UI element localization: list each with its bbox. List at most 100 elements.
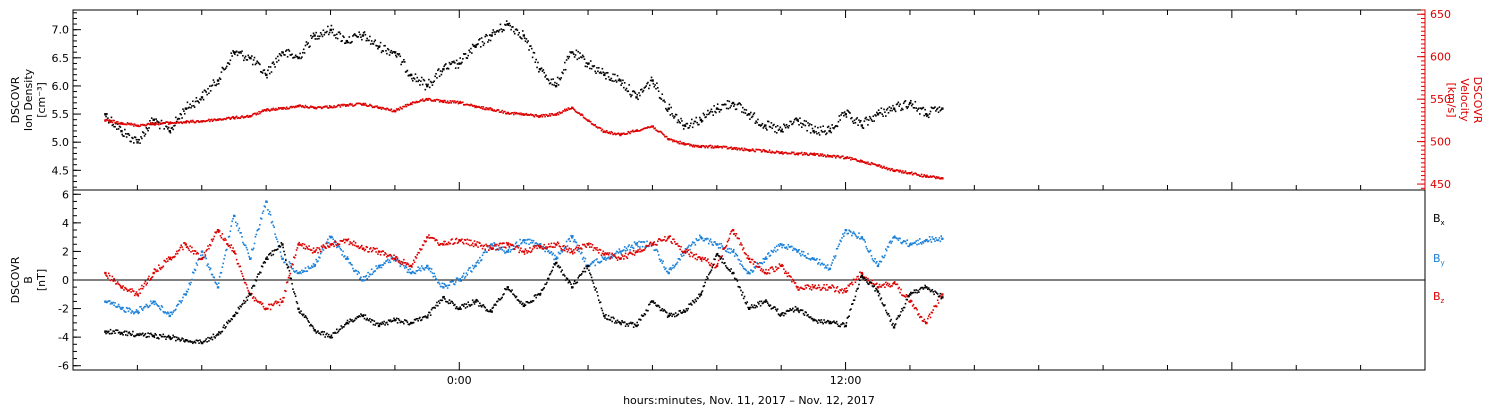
by-series-sample bbox=[716, 243, 719, 246]
bx-series-sample bbox=[864, 279, 867, 282]
velocity-series-sample bbox=[675, 140, 678, 142]
velocity-series-sample bbox=[896, 169, 899, 171]
bz-series-sample bbox=[647, 245, 649, 247]
ion-density-series-sample bbox=[226, 62, 229, 64]
bx-series-sample bbox=[932, 291, 935, 293]
by-series-sample bbox=[518, 244, 520, 247]
bz-series-sample bbox=[175, 253, 177, 255]
velocity-series-sample bbox=[679, 140, 681, 143]
bx-series-sample bbox=[722, 258, 724, 260]
ion-density-series-sample bbox=[504, 24, 507, 26]
bz-series-sample bbox=[553, 242, 555, 245]
bx-series-sample bbox=[174, 336, 176, 338]
bx-series-sample bbox=[369, 317, 371, 320]
bx-series-sample bbox=[462, 303, 464, 306]
bx-series-sample bbox=[759, 304, 762, 307]
bz-series-sample bbox=[754, 261, 757, 263]
bx-series-sample bbox=[513, 295, 516, 297]
ion-density-series-sample bbox=[756, 121, 758, 124]
bx-series-sample bbox=[564, 279, 567, 281]
velocity-series-sample bbox=[574, 110, 577, 113]
bx-series-sample bbox=[389, 319, 392, 321]
ion-density-series-sample bbox=[253, 56, 256, 59]
velocity-series-sample bbox=[160, 122, 163, 125]
bx-series-sample bbox=[631, 321, 634, 324]
velocity-series-sample bbox=[220, 119, 223, 121]
bx-series-sample bbox=[301, 313, 303, 316]
velocity-series-sample bbox=[518, 112, 520, 115]
velocity-series-sample bbox=[468, 104, 470, 106]
by-series-sample bbox=[384, 262, 386, 265]
bz-series-point bbox=[538, 246, 542, 249]
velocity-series-sample bbox=[848, 157, 850, 159]
by-series-sample bbox=[889, 240, 892, 243]
by-series-sample bbox=[931, 236, 934, 238]
by-series-sample bbox=[618, 248, 621, 250]
velocity-series-sample bbox=[706, 145, 708, 148]
bx-series-sample bbox=[360, 313, 362, 315]
bx-series-sample bbox=[437, 300, 440, 303]
bx-series-sample bbox=[592, 282, 595, 284]
bx-series-sample bbox=[242, 299, 245, 302]
bx-series-sample bbox=[749, 306, 752, 309]
velocity-series-sample bbox=[402, 105, 404, 108]
bx-series-sample bbox=[428, 311, 431, 314]
ion-density-series-sample bbox=[352, 34, 355, 36]
by-series-sample bbox=[735, 253, 738, 256]
bz-series-sample bbox=[530, 251, 532, 254]
bz-series-sample bbox=[361, 244, 363, 247]
ion-density-series-sample bbox=[816, 132, 818, 135]
ion-density-series-sample bbox=[220, 71, 223, 73]
bz-series-sample bbox=[293, 256, 295, 258]
ion-density-series-sample bbox=[754, 122, 757, 124]
bx-series-sample bbox=[205, 338, 208, 340]
velocity-series-sample bbox=[384, 108, 386, 110]
ion-density-series-sample bbox=[139, 142, 141, 144]
velocity-series-sample bbox=[929, 175, 932, 177]
bx-series-sample bbox=[726, 267, 729, 270]
bz-series-sample bbox=[339, 240, 342, 242]
bx-series-sample bbox=[256, 276, 259, 278]
by-series-sample bbox=[613, 255, 615, 258]
bx-series-sample bbox=[912, 291, 915, 294]
bx-series-sample bbox=[470, 304, 472, 306]
bz-series-sample bbox=[736, 237, 739, 239]
bz-series-sample bbox=[494, 244, 496, 246]
velocity-series-sample bbox=[471, 104, 473, 106]
velocity-series-sample bbox=[224, 118, 226, 120]
bz-series-sample bbox=[820, 288, 823, 291]
bz-series-sample bbox=[802, 288, 805, 290]
bz-series-sample bbox=[165, 261, 167, 263]
bx-series-sample bbox=[652, 300, 655, 302]
by-series-sample bbox=[196, 264, 199, 266]
by-series-sample bbox=[832, 259, 834, 261]
velocity-series-sample bbox=[219, 118, 222, 121]
bx-series-sample bbox=[905, 298, 908, 301]
velocity-series-sample bbox=[247, 116, 250, 119]
bz-series-sample bbox=[286, 281, 289, 283]
bz-series-sample bbox=[761, 270, 764, 273]
by-series-sample bbox=[871, 258, 874, 260]
ion-density-series-sample bbox=[560, 77, 563, 79]
bx-series-sample bbox=[289, 277, 292, 280]
bx-series-sample bbox=[318, 332, 321, 335]
by-series-sample bbox=[596, 258, 598, 260]
velocity-series-sample bbox=[730, 146, 732, 149]
bz-series-sample bbox=[203, 251, 206, 254]
by-series-sample bbox=[743, 268, 746, 270]
bz-series-sample bbox=[787, 272, 790, 274]
bz-series-sample bbox=[434, 239, 436, 242]
by-series-sample bbox=[616, 250, 619, 253]
ion-density-series-sample bbox=[576, 58, 579, 61]
bx-series-sample bbox=[832, 321, 834, 323]
velocity-series-sample bbox=[432, 100, 435, 102]
by-series-sample bbox=[290, 265, 292, 267]
by-series-sample bbox=[749, 269, 752, 271]
bottom-left-ylabel-line1: DSCOVR bbox=[9, 256, 22, 303]
by-series-sample bbox=[747, 270, 749, 273]
velocity-series-sample bbox=[408, 103, 411, 106]
bx-series-sample bbox=[888, 315, 891, 317]
by-series-sample bbox=[244, 244, 247, 247]
by-series-point bbox=[329, 236, 332, 239]
by-series-sample bbox=[372, 271, 375, 273]
